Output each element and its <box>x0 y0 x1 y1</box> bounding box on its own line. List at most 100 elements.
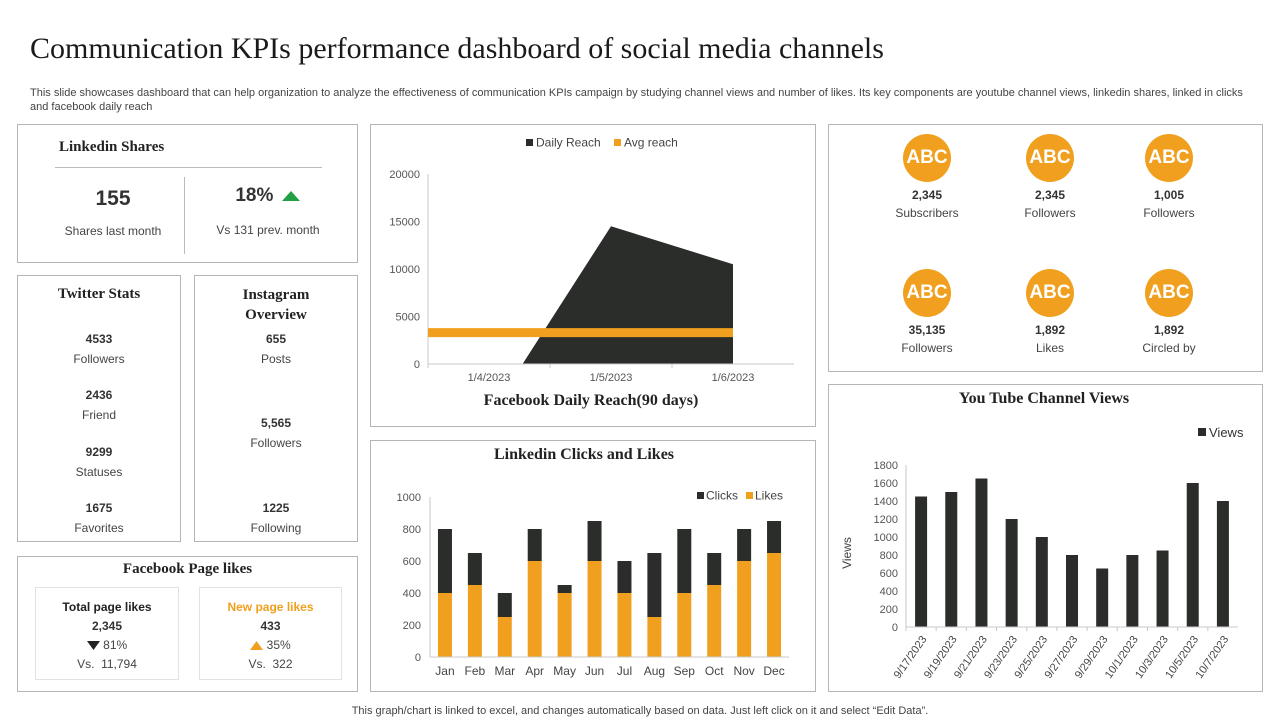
clicks-bar <box>527 529 542 561</box>
new-likes-change-row: 35% <box>200 638 341 652</box>
legend-swatch <box>746 492 753 499</box>
y-tick-label: 0 <box>892 622 898 634</box>
total-likes-card: Total page likes 2,345 81% Vs. 11,794 <box>35 587 179 680</box>
x-tick-label: Nov <box>733 664 754 678</box>
twitter-stat: 4533 Followers <box>18 332 180 366</box>
new-likes-value: 433 <box>260 619 281 633</box>
social-stat-value: 2,345 <box>911 188 943 202</box>
shares-label: Shares last month <box>64 224 162 238</box>
page-title: Communication KPIs performance dashboard… <box>30 32 884 65</box>
twitter-stat: 1675 Favorites <box>18 501 180 535</box>
linkedin-shares-panel: Linkedin Shares 155 Shares last month 18… <box>17 124 358 263</box>
views-bar <box>1005 519 1018 627</box>
stat-value: 2436 <box>85 388 113 402</box>
x-tick-label: 1/6/2023 <box>712 372 755 384</box>
stat-label: Friend <box>81 408 116 422</box>
clicks-bar <box>437 529 452 593</box>
triangle-down-icon <box>86 641 100 651</box>
x-tick-label: May <box>553 664 576 678</box>
twitter-stats-panel: Twitter Stats 4533 Followers 2436 Friend… <box>17 275 181 542</box>
triangle-up-icon <box>250 641 264 651</box>
y-tick-label: 20000 <box>389 169 420 181</box>
clicks-bar <box>677 529 692 593</box>
abc-logo-icon: ABC <box>1145 269 1193 317</box>
social-stat-label: Followers <box>1143 206 1195 220</box>
y-tick-label: 1400 <box>874 496 898 508</box>
y-tick-label: 15000 <box>389 217 420 229</box>
social-stat-item: ABC 2,345 Subscribers <box>872 134 982 220</box>
x-tick-label: 1/5/2023 <box>590 372 633 384</box>
legend-swatch <box>614 139 621 146</box>
y-tick-label: 1600 <box>874 478 898 490</box>
y-tick-label: 600 <box>403 556 421 568</box>
clicks-bar <box>467 553 482 585</box>
likes-bar <box>737 561 752 657</box>
total-likes-vs: Vs. 11,794 <box>77 657 137 671</box>
stat-value: 9299 <box>85 445 113 459</box>
views-bar <box>1156 550 1169 627</box>
x-tick-label: Oct <box>705 664 724 678</box>
stat-label: Following <box>250 521 302 535</box>
y-tick-label: 800 <box>880 550 898 562</box>
legend-label: Avg reach <box>624 136 678 150</box>
legend-label: Views <box>1209 425 1244 440</box>
shares-value: 155 <box>95 187 131 210</box>
facebook-reach-chart: Daily Reach Avg reach 0 5000 10000 15000 20000… <box>389 136 794 409</box>
twitter-title: Twitter Stats <box>57 286 141 302</box>
x-tick-label: Feb <box>465 664 486 678</box>
stat-value: 1225 <box>262 501 290 515</box>
new-likes-card: New page likes 433 35% Vs. 322 <box>199 587 342 680</box>
clicks-bar <box>497 593 512 617</box>
x-tick-label: Aug <box>644 664 665 678</box>
clicks-bar <box>737 529 752 561</box>
likes-bar <box>557 593 572 657</box>
y-tick-label: 1000 <box>397 492 421 504</box>
x-tick-label: Jul <box>617 664 632 678</box>
legend-label: Clicks <box>706 489 738 503</box>
page-description: This slide showcases dashboard that can … <box>30 87 1243 113</box>
facebook-reach-panel: Daily Reach Avg reach 0 5000 10000 15000 20000… <box>370 124 816 427</box>
y-tick-label: 10000 <box>389 264 420 276</box>
stat-value: 5,565 <box>260 416 292 430</box>
likes-bar <box>617 593 632 657</box>
stat-label: Followers <box>250 436 302 450</box>
instagram-stat: 655 Posts <box>195 332 357 366</box>
linkedin-shares-title: Linkedin Shares <box>59 139 165 155</box>
views-bar <box>945 492 958 627</box>
chart-title: You Tube Channel Views <box>959 390 1129 407</box>
x-tick-label: Sep <box>674 664 696 678</box>
total-likes-change: 81% <box>103 638 128 652</box>
x-tick-label: Dec <box>763 664 784 678</box>
x-tick-label: Jan <box>435 664 454 678</box>
new-likes-vs: Vs. 322 <box>248 657 293 671</box>
y-tick-label: 0 <box>414 359 420 371</box>
likes-bar <box>677 593 692 657</box>
stat-value: 4533 <box>85 332 113 346</box>
y-tick-label: 1800 <box>874 460 898 472</box>
likes-bar <box>467 585 482 657</box>
social-stat-value: 1,005 <box>1153 188 1185 202</box>
abc-logo-icon: ABC <box>1145 134 1193 182</box>
twitter-stat: 9299 Statuses <box>18 445 180 479</box>
title-underline <box>55 167 322 168</box>
social-stat-item: ABC 35,135 Followers <box>872 269 982 355</box>
instagram-overview-panel: Instagram Overview 655 Posts 5,565 Follo… <box>194 275 358 542</box>
legend-swatch <box>526 139 533 146</box>
clicks-bar <box>557 585 572 593</box>
total-likes-label: Total page likes <box>62 600 152 614</box>
y-tick-label: 1000 <box>874 532 898 544</box>
facebook-likes-title: Facebook Page likes <box>122 561 253 577</box>
likes-bar <box>527 561 542 657</box>
stat-value: 1675 <box>85 501 113 515</box>
y-tick-label: 200 <box>403 620 421 632</box>
social-stat-value: 1,892 <box>1153 323 1185 337</box>
clicks-bar <box>707 553 722 585</box>
stat-label: Statuses <box>75 465 123 479</box>
likes-bar <box>647 617 662 657</box>
growth-value: 18% <box>235 185 274 206</box>
views-bar <box>975 478 988 627</box>
likes-bar <box>497 617 512 657</box>
social-stat-label: Likes <box>1035 341 1064 355</box>
social-stat-label: Followers <box>901 341 953 355</box>
abc-logo-icon: ABC <box>1026 269 1074 317</box>
